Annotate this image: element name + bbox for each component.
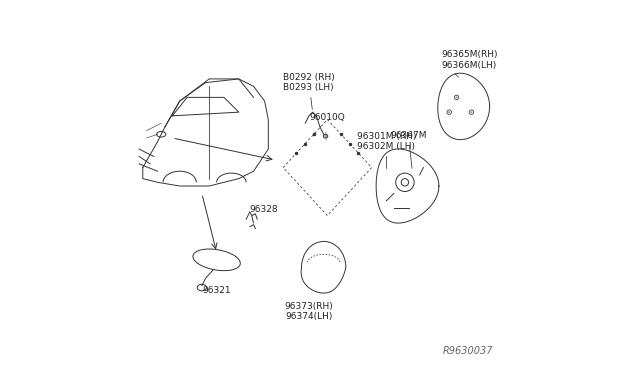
Text: 96321: 96321 — [202, 286, 231, 295]
Ellipse shape — [456, 96, 458, 98]
Ellipse shape — [470, 111, 472, 113]
Text: 96367M: 96367M — [390, 131, 427, 169]
Text: R9630037: R9630037 — [443, 346, 493, 356]
Text: 96328: 96328 — [250, 205, 278, 214]
Ellipse shape — [448, 111, 450, 113]
Text: 96365M(RH)
96366M(LH): 96365M(RH) 96366M(LH) — [442, 51, 499, 70]
Text: B0292 (RH)
B0293 (LH): B0292 (RH) B0293 (LH) — [283, 73, 335, 109]
Text: 96301M (RH)
96302M (LH): 96301M (RH) 96302M (LH) — [357, 132, 416, 169]
Text: 96010Q: 96010Q — [309, 113, 345, 122]
Text: 96373(RH)
96374(LH): 96373(RH) 96374(LH) — [285, 302, 333, 321]
